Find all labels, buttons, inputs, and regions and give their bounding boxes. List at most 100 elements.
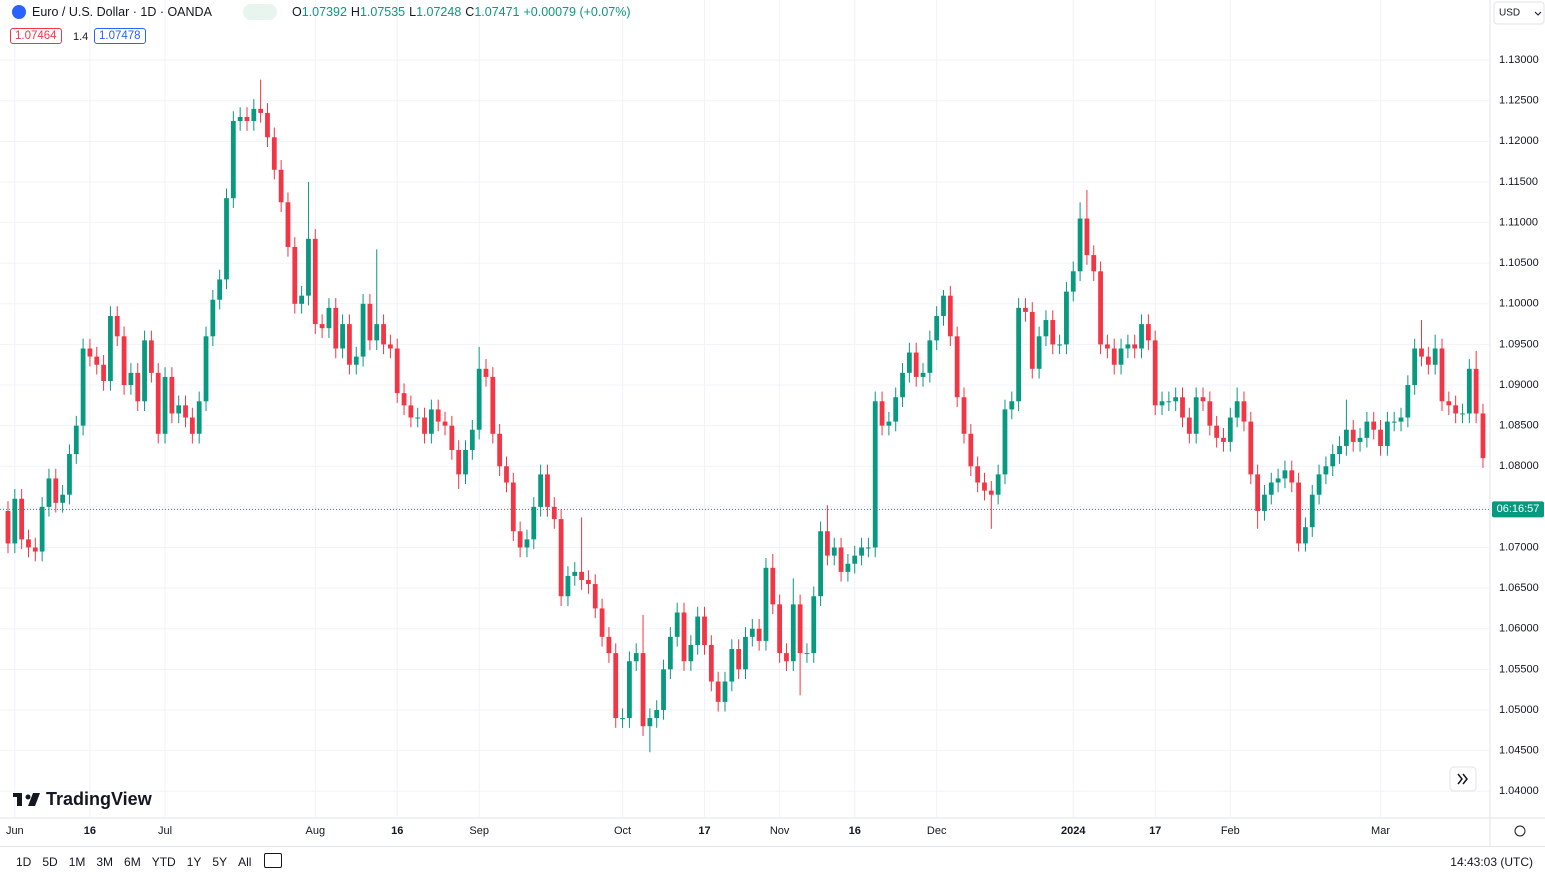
x-tick-label: 16 <box>391 825 403 837</box>
candle-body <box>1180 397 1185 418</box>
candle-body <box>1337 445 1342 455</box>
last-price-box <box>1492 501 1544 518</box>
candle-body <box>483 368 489 377</box>
candle-body <box>1303 527 1308 544</box>
candle-body <box>579 571 584 580</box>
candle-body <box>756 628 762 641</box>
candle-body <box>838 547 844 572</box>
candle-body <box>941 295 946 316</box>
y-tick-label: 1.09500 <box>1499 338 1539 350</box>
candle-body <box>121 336 127 386</box>
range-button[interactable]: YTD <box>151 855 176 869</box>
candle-body <box>422 417 427 434</box>
ohlc-label: H <box>350 5 360 19</box>
range-button[interactable]: 1Y <box>186 855 202 869</box>
candle-body <box>1453 405 1459 414</box>
candle-body <box>237 116 243 122</box>
range-button[interactable]: 5Y <box>212 855 228 869</box>
y-tick-label: 1.12000 <box>1499 135 1539 147</box>
y-tick-label: 1.04500 <box>1499 744 1539 756</box>
candle-body <box>1221 437 1226 442</box>
goto-date-icon[interactable] <box>264 853 282 868</box>
ohlc-label: O <box>292 5 302 19</box>
candle-body <box>285 202 291 247</box>
range-button[interactable]: 5D <box>42 855 58 869</box>
ohlc-label: L <box>409 5 417 19</box>
range-button[interactable]: 1M <box>68 855 86 869</box>
currency-box[interactable] <box>1493 1 1545 25</box>
candle-body <box>271 137 277 170</box>
candle-body <box>1357 437 1363 442</box>
candle-body <box>415 417 421 419</box>
range-button[interactable]: 6M <box>124 855 141 869</box>
candle-body <box>87 348 93 357</box>
candle-body <box>114 315 120 337</box>
bid[interactable]: 1.07464 <box>10 28 62 44</box>
scroll-button[interactable] <box>1449 766 1477 792</box>
candle-body <box>1132 344 1138 349</box>
y-tick-label: 1.10000 <box>1499 298 1539 310</box>
candle-body <box>401 393 407 406</box>
last-price-countdown: 06:16:57 <box>1497 503 1540 515</box>
candle-body <box>463 450 468 475</box>
candle-body <box>1118 348 1124 365</box>
x-tick-label: Mar <box>1371 825 1390 837</box>
range-button[interactable]: 1D <box>16 855 32 869</box>
candle-body <box>695 616 701 645</box>
currency-button[interactable]: USD <box>1493 1 1545 25</box>
candle-body <box>1262 494 1267 511</box>
candle-body <box>920 372 926 377</box>
candle-body <box>155 372 161 434</box>
y-tick-label: 1.06500 <box>1499 582 1539 594</box>
candle-body <box>886 421 892 426</box>
candle-body <box>906 352 912 373</box>
candle-body <box>1282 470 1288 479</box>
candle-body <box>900 372 905 398</box>
candle-body <box>517 531 523 548</box>
candle-body <box>149 340 154 373</box>
candle-body <box>183 405 188 418</box>
range-button[interactable]: All <box>238 855 252 869</box>
currency: USD <box>1499 8 1520 19</box>
ohlc-value: 1.07392 <box>301 5 347 19</box>
candle-body <box>367 303 373 341</box>
candle-body <box>142 340 147 402</box>
candle-body <box>265 112 270 138</box>
clock: 14:43:03 (UTC) <box>1450 855 1533 869</box>
candle-body <box>278 169 284 203</box>
candle-body <box>428 409 434 434</box>
candle-body <box>790 604 796 662</box>
y-tick-label: 1.09000 <box>1499 379 1539 391</box>
x-tick-label: Aug <box>305 825 325 837</box>
grid <box>0 0 1490 818</box>
candle-body <box>1330 454 1336 467</box>
candle-body <box>729 649 735 682</box>
y-tick-label: 1.13000 <box>1499 54 1539 66</box>
candle-body <box>333 307 339 349</box>
candle-body <box>599 608 605 637</box>
candle-body <box>128 372 134 386</box>
x-tick-label: Dec <box>927 825 947 837</box>
candle-body <box>743 636 748 670</box>
candle-body <box>934 315 940 341</box>
candle-body <box>804 653 810 655</box>
candle-body <box>1466 368 1472 414</box>
candle-body <box>968 433 974 467</box>
range-button[interactable]: 3M <box>96 855 114 869</box>
candle-body <box>736 649 742 670</box>
candle-body <box>374 324 380 341</box>
candle-body <box>661 669 666 710</box>
candle-body <box>203 336 209 402</box>
scroll-button-box[interactable] <box>1449 766 1477 792</box>
candle-body <box>1296 482 1301 544</box>
ask[interactable]: 1.07478 <box>94 28 146 44</box>
candle-body <box>633 653 639 662</box>
candle-body <box>1139 324 1144 349</box>
candle-body <box>777 604 783 654</box>
candle-body <box>230 121 236 199</box>
settings-icon[interactable] <box>1514 825 1526 837</box>
ohlc-value: 1.07535 <box>359 5 406 19</box>
y-tick-label: 1.04000 <box>1499 785 1539 797</box>
candle-body <box>1002 409 1008 475</box>
candle-body <box>162 376 168 434</box>
